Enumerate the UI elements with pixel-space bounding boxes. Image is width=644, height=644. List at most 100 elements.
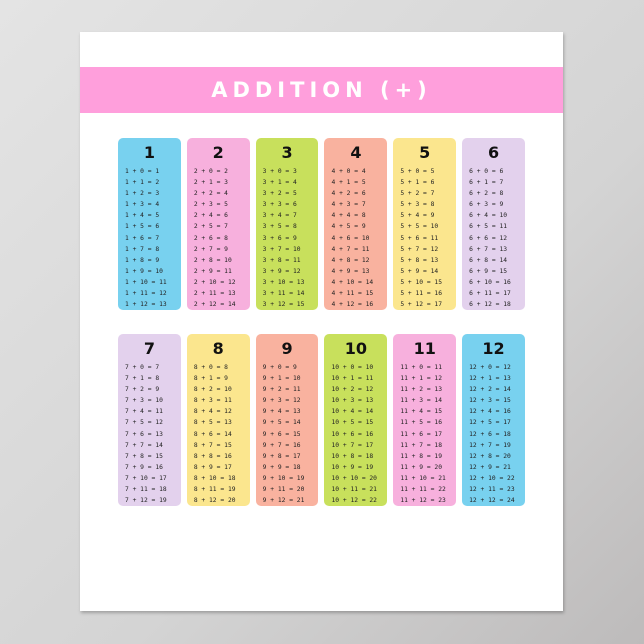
equation: 11 + 11 = 22: [400, 486, 446, 494]
equation: 9 + 0 = 9: [262, 364, 297, 371]
equation: 2 + 10 = 12: [193, 278, 236, 286]
equation: 11 + 7 = 18: [400, 441, 443, 449]
addition-card-7: 7 7 + 0 = 7 7 + 1 = 8 7 + 2 = 9 7 + 3 = 10 7 …: [118, 334, 181, 506]
equation: 1 + 10 = 11: [125, 278, 167, 286]
equation: 11 + 12 = 23: [400, 497, 446, 505]
equation: 11 + 8 = 19: [400, 452, 443, 460]
equation: 6 + 12 = 18: [469, 301, 511, 309]
equation: 7 + 9 = 16: [125, 463, 163, 471]
equation: 5 + 11 = 16: [400, 290, 443, 298]
equation: 6 + 5 = 11: [469, 223, 508, 231]
equation: 11 + 4 = 15: [400, 408, 443, 416]
equation: 6 + 4 = 10: [469, 212, 508, 220]
equation: 8 + 8 = 16: [193, 452, 232, 460]
equation: 3 + 8 = 11: [262, 256, 301, 264]
equation: 5 + 9 = 14: [400, 267, 439, 275]
card-number: 9: [281, 339, 293, 358]
equation: 5 + 2 = 7: [400, 190, 435, 198]
equation: 8 + 10 = 18: [193, 474, 236, 482]
equation: 11 + 9 = 20: [400, 463, 443, 471]
addition-card-3: 3 3 + 0 = 3 3 + 1 = 4 3 + 2 = 5 3 + 3 = 6 3 +…: [255, 138, 319, 310]
equation: 3 + 12 = 15: [262, 301, 305, 309]
equation: 11 + 2 = 13: [400, 386, 443, 394]
card-row: 7 7 + 0 = 7 7 + 1 = 8 7 + 2 = 9 7 + 3 = 10 7 …: [118, 334, 525, 506]
equation: 8 + 3 = 11: [193, 397, 232, 405]
equation: 6 + 2 = 8: [469, 190, 504, 198]
equation: 7 + 10 = 17: [125, 474, 167, 482]
card-number: 11: [413, 339, 436, 358]
equation: 8 + 2 = 10: [193, 386, 232, 394]
equation: 4 + 12 = 16: [331, 301, 374, 309]
equation: 3 + 11 = 14: [262, 290, 305, 298]
equation: 1 + 5 = 6: [125, 223, 160, 231]
equation: 12 + 4 = 16: [469, 408, 511, 416]
equation: 2 + 3 = 5: [193, 201, 228, 209]
equation: 9 + 3 = 12: [262, 397, 301, 405]
equation: 3 + 9 = 12: [262, 267, 301, 275]
equation: 3 + 10 = 13: [262, 278, 305, 286]
equation: 11 + 1 = 12: [400, 375, 443, 383]
equation: 10 + 10 = 20: [331, 474, 377, 482]
equation: 4 + 1 = 5: [331, 179, 366, 187]
card-number: 5: [419, 143, 431, 162]
equation: 6 + 3 = 9: [469, 201, 504, 209]
addition-card-10: 10 10 + 0 = 10 10 + 1 = 11 10 + 2 = 12 10 + …: [324, 334, 388, 506]
equation: 8 + 5 = 13: [193, 419, 232, 427]
title-banner: ADDITION (+): [80, 67, 563, 113]
equation: 7 + 2 = 9: [125, 386, 160, 394]
equation: 1 + 9 = 10: [125, 267, 163, 275]
equation: 6 + 7 = 13: [469, 245, 508, 253]
equation: 4 + 0 = 4: [331, 168, 366, 175]
equation: 6 + 6 = 12: [469, 234, 508, 242]
equation: 12 + 7 = 19: [469, 441, 511, 449]
equation: 7 + 3 = 10: [125, 397, 163, 405]
equation: 9 + 10 = 19: [262, 474, 305, 482]
card-number: 2: [212, 143, 224, 162]
equation: 8 + 12 = 20: [193, 497, 236, 505]
equation: 11 + 5 = 16: [400, 419, 443, 427]
equation: 8 + 6 = 14: [193, 430, 232, 438]
equation: 12 + 10 = 22: [469, 474, 515, 482]
equation: 6 + 10 = 16: [469, 278, 511, 286]
equation: 9 + 12 = 21: [262, 497, 305, 505]
equation: 9 + 8 = 17: [262, 452, 301, 460]
equation: 1 + 11 = 12: [125, 290, 167, 298]
equation: 7 + 11 = 18: [125, 486, 167, 494]
equation: 1 + 3 = 4: [125, 201, 160, 209]
equation: 10 + 3 = 13: [331, 397, 374, 405]
card-number: 8: [212, 339, 224, 358]
equation: 3 + 0 = 3: [262, 168, 297, 175]
addition-poster: ADDITION (+) 1 1 + 0 = 1 1 + 1 = 2 1 + 2 = …: [80, 32, 563, 611]
equation: 3 + 7 = 10: [262, 245, 301, 253]
equation: 9 + 5 = 14: [262, 419, 301, 427]
equation: 5 + 7 = 12: [400, 245, 439, 253]
equation: 11 + 10 = 21: [400, 474, 446, 482]
equation: 6 + 1 = 7: [469, 179, 504, 187]
equation: 4 + 10 = 14: [331, 278, 374, 286]
equation: 4 + 6 = 10: [331, 234, 370, 242]
equation: 12 + 11 = 23: [469, 486, 515, 494]
equation: 6 + 9 = 15: [469, 267, 508, 275]
equation: 1 + 4 = 5: [125, 212, 160, 220]
equation: 10 + 2 = 12: [331, 386, 374, 394]
equation: 7 + 1 = 8: [125, 375, 160, 383]
equation: 9 + 2 = 11: [262, 386, 301, 394]
equation: 2 + 0 = 2: [193, 168, 228, 175]
equation: 4 + 11 = 15: [331, 290, 374, 298]
equation: 2 + 11 = 13: [193, 290, 236, 298]
equation: 12 + 2 = 14: [469, 386, 511, 394]
addition-card-4: 4 4 + 0 = 4 4 + 1 = 5 4 + 2 = 6 4 + 3 = 7 4 +…: [324, 138, 388, 310]
card-number: 7: [143, 339, 155, 358]
equation: 8 + 4 = 12: [193, 408, 232, 416]
addition-card-12: 12 12 + 0 = 12 12 + 1 = 13 12 + 2 = 14 12 + …: [462, 334, 525, 506]
equation: 4 + 2 = 6: [331, 190, 366, 198]
equation: 6 + 8 = 14: [469, 256, 508, 264]
equation: 9 + 4 = 13: [262, 408, 301, 416]
equation: 2 + 7 = 9: [193, 245, 228, 253]
poster-title: ADDITION (+): [211, 78, 432, 102]
card-number: 4: [350, 143, 362, 162]
equation: 10 + 4 = 14: [331, 408, 374, 416]
addition-card-8: 8 8 + 0 = 8 8 + 1 = 9 8 + 2 = 10 8 + 3 = 11 8…: [186, 334, 250, 506]
equation: 1 + 2 = 3: [125, 190, 160, 198]
equation: 5 + 10 = 15: [400, 278, 443, 286]
